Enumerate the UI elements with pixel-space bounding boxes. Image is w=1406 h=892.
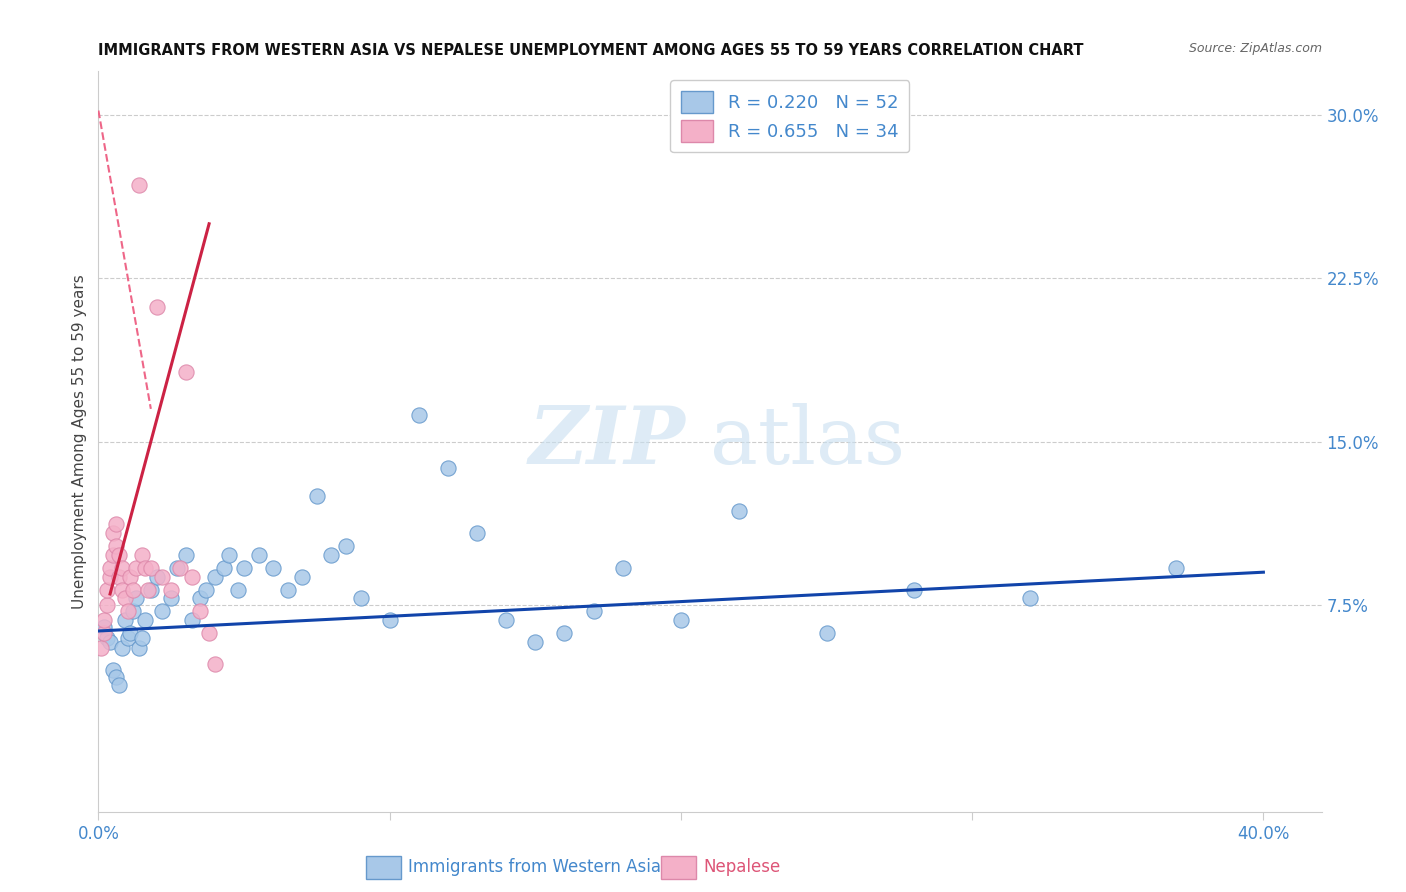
Point: [128, 178, 150, 192]
Point: [247, 548, 270, 562]
Point: [136, 582, 159, 597]
Point: [90, 641, 112, 656]
Point: [131, 548, 153, 562]
Text: Source: ZipAtlas.com: Source: ZipAtlas.com: [1188, 42, 1322, 54]
Point: [204, 657, 226, 671]
Point: [101, 663, 124, 677]
Point: [101, 548, 124, 562]
Text: Nepalese: Nepalese: [703, 858, 780, 877]
Point: [111, 641, 134, 656]
Point: [321, 548, 343, 562]
Point: [134, 561, 156, 575]
Point: [166, 561, 188, 575]
Point: [169, 561, 191, 575]
Point: [188, 591, 212, 606]
Point: [408, 409, 430, 423]
Point: [198, 626, 221, 640]
Point: [188, 604, 212, 618]
Point: [218, 548, 240, 562]
Point: [114, 613, 136, 627]
Point: [903, 582, 925, 597]
Point: [495, 613, 517, 627]
Point: [134, 613, 156, 627]
Point: [104, 517, 127, 532]
Point: [582, 604, 605, 618]
Point: [93, 619, 115, 633]
Point: [93, 613, 115, 627]
Point: [152, 569, 174, 583]
Point: [728, 504, 751, 518]
Point: [524, 635, 547, 649]
Point: [195, 582, 218, 597]
Point: [669, 613, 692, 627]
Point: [108, 548, 131, 562]
Point: [226, 582, 249, 597]
Point: [233, 561, 256, 575]
Point: [152, 604, 174, 618]
Point: [160, 591, 183, 606]
Text: ZIP: ZIP: [529, 403, 686, 480]
Point: [96, 631, 118, 645]
Point: [93, 626, 115, 640]
Point: [120, 569, 142, 583]
Point: [139, 582, 162, 597]
Point: [117, 604, 139, 618]
Point: [291, 569, 314, 583]
Y-axis label: Unemployment Among Ages 55 to 59 years: Unemployment Among Ages 55 to 59 years: [72, 274, 87, 609]
Point: [111, 561, 134, 575]
Point: [465, 526, 488, 541]
Point: [139, 561, 162, 575]
Point: [104, 670, 127, 684]
Point: [1019, 591, 1042, 606]
Point: [122, 582, 145, 597]
Point: [335, 539, 357, 553]
Point: [349, 591, 371, 606]
Point: [96, 598, 118, 612]
Point: [108, 678, 131, 692]
Point: [98, 635, 121, 649]
Point: [125, 591, 148, 606]
Point: [125, 561, 148, 575]
Point: [204, 569, 226, 583]
Point: [145, 569, 167, 583]
Point: [111, 582, 134, 597]
Text: atlas: atlas: [710, 402, 905, 481]
Point: [114, 591, 136, 606]
Point: [128, 641, 150, 656]
Point: [108, 569, 131, 583]
Point: [437, 460, 460, 475]
Point: [212, 561, 235, 575]
Legend: R = 0.220   N = 52, R = 0.655   N = 34: R = 0.220 N = 52, R = 0.655 N = 34: [669, 80, 910, 153]
Point: [101, 526, 124, 541]
Point: [104, 539, 127, 553]
Point: [98, 561, 121, 575]
Point: [815, 626, 838, 640]
Point: [1164, 561, 1187, 575]
Point: [612, 561, 634, 575]
Point: [117, 631, 139, 645]
Text: Immigrants from Western Asia: Immigrants from Western Asia: [408, 858, 661, 877]
Point: [96, 582, 118, 597]
Point: [174, 365, 197, 379]
Point: [277, 582, 299, 597]
Point: [131, 631, 153, 645]
Point: [174, 548, 197, 562]
Point: [145, 300, 167, 314]
Point: [180, 569, 202, 583]
Point: [180, 613, 202, 627]
Point: [262, 561, 284, 575]
Point: [378, 613, 401, 627]
Point: [553, 626, 575, 640]
Point: [305, 489, 328, 503]
Text: IMMIGRANTS FROM WESTERN ASIA VS NEPALESE UNEMPLOYMENT AMONG AGES 55 TO 59 YEARS : IMMIGRANTS FROM WESTERN ASIA VS NEPALESE…: [98, 43, 1084, 58]
Point: [160, 582, 183, 597]
Point: [122, 604, 145, 618]
Point: [120, 626, 142, 640]
Point: [98, 569, 121, 583]
